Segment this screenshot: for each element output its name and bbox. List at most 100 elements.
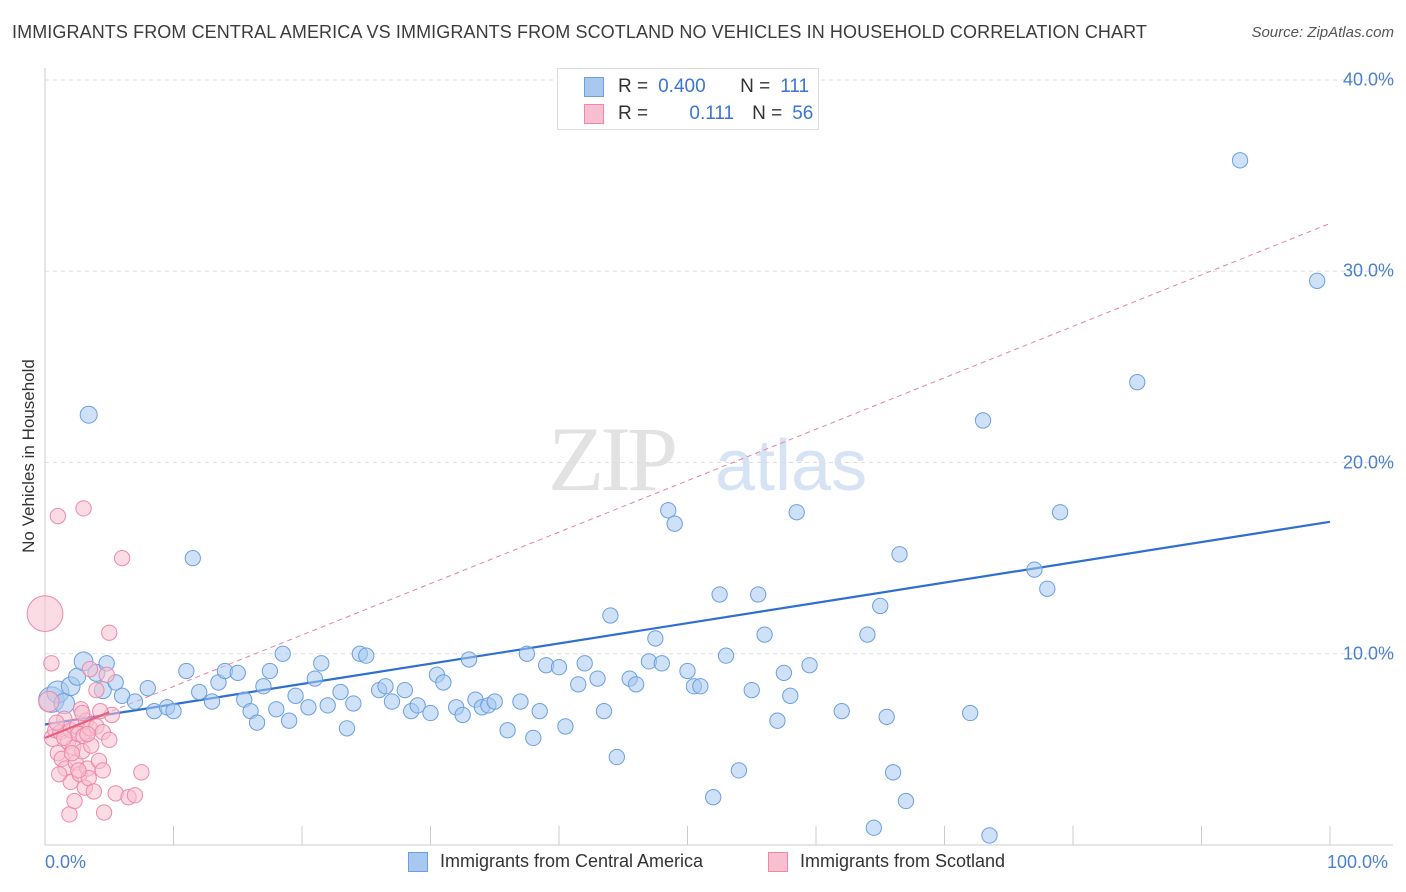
central-america-point — [743, 681, 760, 699]
central-america-point — [203, 693, 221, 710]
x-tick-label-max: 100.0% — [1327, 852, 1389, 872]
central-america-point — [377, 678, 394, 695]
central-america-point — [178, 662, 195, 680]
source-label: Source: ZipAtlas.com — [1251, 24, 1394, 41]
central-america-point — [711, 586, 728, 603]
central-america-point — [518, 645, 536, 662]
bottom-legend-scotland: Immigrants from Scotland — [768, 851, 1005, 872]
scotland-point — [95, 804, 113, 821]
central-america-point — [717, 647, 735, 664]
scotland-point — [79, 725, 96, 743]
legend-n-value: 111 — [780, 76, 810, 97]
bottom-legend-central-america: Immigrants from Central America — [408, 851, 703, 872]
bottom-legend-swatch-central-america — [408, 851, 428, 872]
legend-swatch-scotland — [584, 104, 604, 124]
central-america-point — [660, 502, 677, 519]
scotland-point — [70, 762, 87, 779]
central-america-point — [486, 693, 503, 710]
bottom-legend-label: Immigrants from Central America — [440, 851, 704, 871]
scotland-point — [94, 762, 111, 779]
central-america-point — [891, 546, 908, 563]
central-america-point — [287, 687, 304, 704]
central-america-point — [833, 702, 850, 720]
central-america-point — [79, 405, 98, 424]
scotland-point — [113, 549, 131, 567]
central-america-point — [769, 712, 786, 729]
central-america-point — [531, 702, 548, 720]
central-america-point — [570, 676, 587, 693]
central-america-point — [274, 645, 291, 662]
chart-title: IMMIGRANTS FROM CENTRAL AMERICA VS IMMIG… — [12, 22, 1147, 42]
central-america-point — [268, 701, 285, 718]
legend-r-label: R = — [618, 76, 649, 97]
central-america-point — [184, 549, 201, 567]
central-america-point — [782, 687, 799, 704]
central-america-point — [300, 699, 317, 716]
central-america-point — [358, 647, 375, 664]
central-america-point — [557, 718, 574, 735]
scotland-point — [85, 783, 102, 800]
central-america-point — [1052, 504, 1069, 521]
central-america-point — [512, 693, 529, 710]
central-america-point — [396, 681, 413, 699]
central-america-point — [281, 712, 298, 729]
central-america-point — [627, 676, 645, 693]
central-america-point — [313, 655, 330, 672]
trend-line-scotland-solid — [44, 711, 110, 739]
central-america-point — [653, 655, 670, 672]
central-america-point — [589, 670, 606, 687]
central-america-point — [460, 651, 478, 668]
central-america-point — [319, 697, 336, 714]
central-america-point — [801, 657, 818, 674]
central-america-point — [248, 714, 266, 731]
y-tick-label: 10.0% — [1342, 643, 1394, 664]
central-america-point — [409, 697, 426, 714]
central-america-point — [1039, 580, 1056, 597]
central-america-point — [897, 792, 915, 810]
scotland-point — [49, 507, 66, 525]
bottom-legend-swatch-scotland — [768, 851, 788, 872]
central-america-point — [422, 704, 439, 722]
central-america-point — [1309, 272, 1326, 289]
central-america-point — [962, 704, 979, 722]
scotland-point — [26, 595, 64, 632]
legend-n-label: N = — [752, 103, 783, 124]
central-america-point — [775, 664, 793, 682]
central-america-point — [139, 680, 156, 697]
central-america-point — [191, 683, 208, 701]
central-america-point — [1026, 561, 1043, 578]
central-america-point — [499, 722, 516, 739]
central-america-point — [981, 827, 998, 844]
legend-r-value: 0.400 — [658, 76, 706, 97]
scotland-point — [48, 714, 65, 731]
central-america-point — [454, 706, 471, 724]
central-america-point — [679, 662, 696, 680]
central-america-point — [750, 586, 767, 603]
central-america-point — [165, 702, 182, 720]
central-america-point — [602, 607, 619, 624]
y-tick-label: 40.0% — [1342, 69, 1394, 90]
trend-line-central-america — [44, 520, 1331, 726]
x-tick-label-min: 0.0% — [45, 852, 87, 872]
legend-row-central-america: R = 0.400 N = 111 — [584, 75, 809, 99]
legend-r-label: R = — [618, 103, 649, 124]
y-tick-label: 20.0% — [1342, 452, 1394, 472]
central-america-point — [878, 708, 895, 726]
scotland-point — [126, 787, 144, 804]
scotland-point — [88, 681, 105, 699]
central-america-point — [788, 504, 805, 521]
scotland-point — [101, 624, 118, 641]
central-america-point — [666, 515, 683, 532]
central-america-point — [1129, 374, 1146, 391]
central-america-point — [974, 412, 992, 429]
central-america-point — [705, 789, 722, 806]
central-america-point — [756, 626, 773, 643]
central-america-point — [595, 702, 613, 720]
central-america-point — [345, 695, 362, 712]
central-america-point — [229, 664, 246, 682]
central-america-point — [576, 655, 593, 672]
central-america-point — [261, 662, 279, 680]
central-america-point — [383, 693, 401, 710]
legend-n-label: N = — [740, 76, 771, 97]
